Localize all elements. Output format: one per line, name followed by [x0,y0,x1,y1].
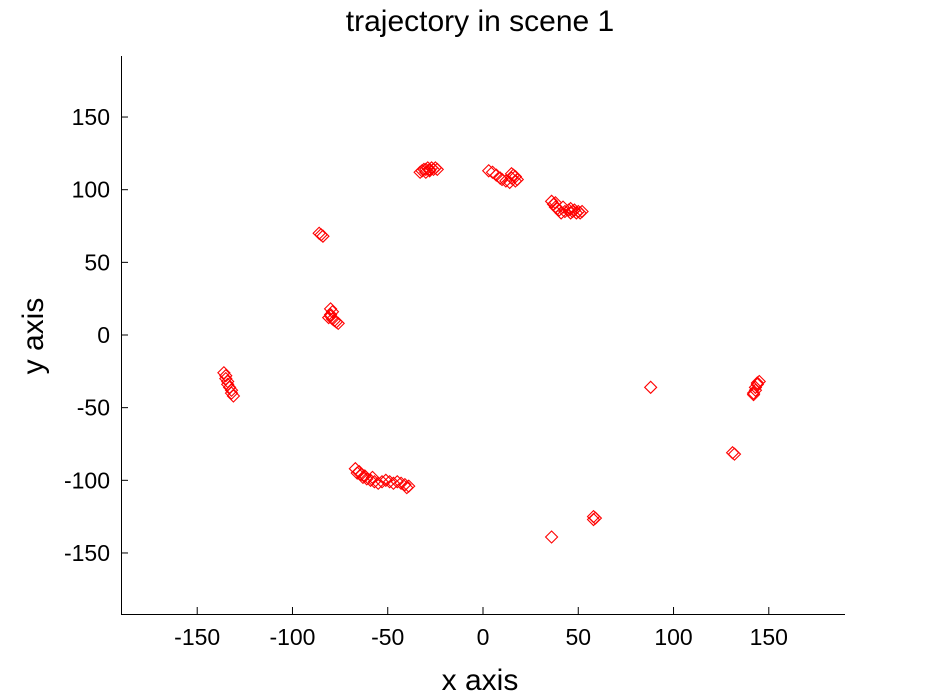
trajectory-point-marker [748,380,763,395]
x-tick-label: -150 [174,624,220,650]
trajectory-point-marker [398,477,412,492]
trajectory-point-marker [360,472,374,486]
y-tick-label: 150 [72,104,110,130]
y-tick-label: -100 [64,467,110,493]
trajectory-point-marker [548,195,563,210]
trajectory-point-marker [746,387,761,402]
trajectory-point-marker [430,162,445,177]
trajectory-point-marker [325,304,340,319]
trajectory-point-marker [419,165,433,180]
x-tick-label: -50 [371,624,404,650]
trajectory-point-marker [748,383,763,397]
trajectory-point-marker [489,168,504,182]
trajectory-point-marker [323,307,338,322]
trajectory-point-marker [350,466,365,480]
trajectory-point-marker [363,473,378,488]
trajectory-point-marker [556,200,570,214]
trajectory-point-marker [544,194,559,209]
trajectory-point-marker [575,204,589,219]
trajectory-point-marker [400,480,414,495]
trajectory-point-marker [354,467,368,482]
trajectory-point-marker [331,316,345,331]
trajectory-point-marker [544,530,559,544]
trajectory-point-marker [316,229,330,243]
trajectory-point-marker [365,470,380,485]
trajectory-point-marker [314,227,328,242]
trajectory-point-marker [643,380,658,395]
y-tick-label: 50 [84,249,110,275]
trajectory-point-marker [224,386,239,400]
y-tick-label: -150 [64,540,110,566]
trajectory-point-marker [485,165,500,180]
trajectory-point-marker [499,174,513,188]
trajectory-point-marker [586,512,601,527]
trajectory-point-marker [506,168,521,182]
x-ticks: -150 -100 -50 0 50 100 150 [174,607,788,650]
plot-axes [121,56,845,615]
x-tick-label: 0 [477,624,490,650]
x-tick-label: 150 [750,624,788,650]
trajectory-point-marker [323,309,338,323]
y-axis-label: y axis [17,298,50,375]
trajectory-point-marker [219,368,233,383]
x-tick-label: 100 [654,624,692,650]
y-tick-label: -50 [77,395,110,421]
trajectory-point-marker [222,380,237,395]
trajectory-point-marker [481,164,496,178]
trajectory-point-marker [746,386,761,400]
trajectory-point-marker [422,164,437,178]
trajectory-point-marker [390,474,405,489]
trajectory-point-marker [379,473,393,488]
trajectory-point-marker [588,511,603,525]
chart-title: trajectory in scene 1 [346,5,614,38]
trajectory-point-marker [563,201,578,216]
x-axis-label: x axis [442,664,519,697]
trajectory-point-marker [224,383,239,397]
trajectory-point-marker [358,469,372,483]
trajectory-point-marker [394,476,408,490]
trajectory-point-marker [508,169,523,184]
x-tick-label: -100 [269,624,315,650]
y-ticks: -150 -100 -50 0 50 100 150 [64,104,128,566]
y-tick-label: 100 [72,177,110,203]
trajectory-point-marker [725,445,740,460]
x-tick-label: 50 [565,624,591,650]
y-tick-label: 0 [97,322,110,348]
trajectory-point-marker [750,376,765,390]
trajectory-point-marker [508,174,523,188]
trajectory-point-marker [727,447,742,461]
trajectory-point-marker [504,166,519,181]
trajectory-markers [217,161,767,544]
trajectory-point-marker [417,162,431,177]
trajectory-point-marker [217,366,231,380]
trajectory-point-marker [226,389,241,403]
